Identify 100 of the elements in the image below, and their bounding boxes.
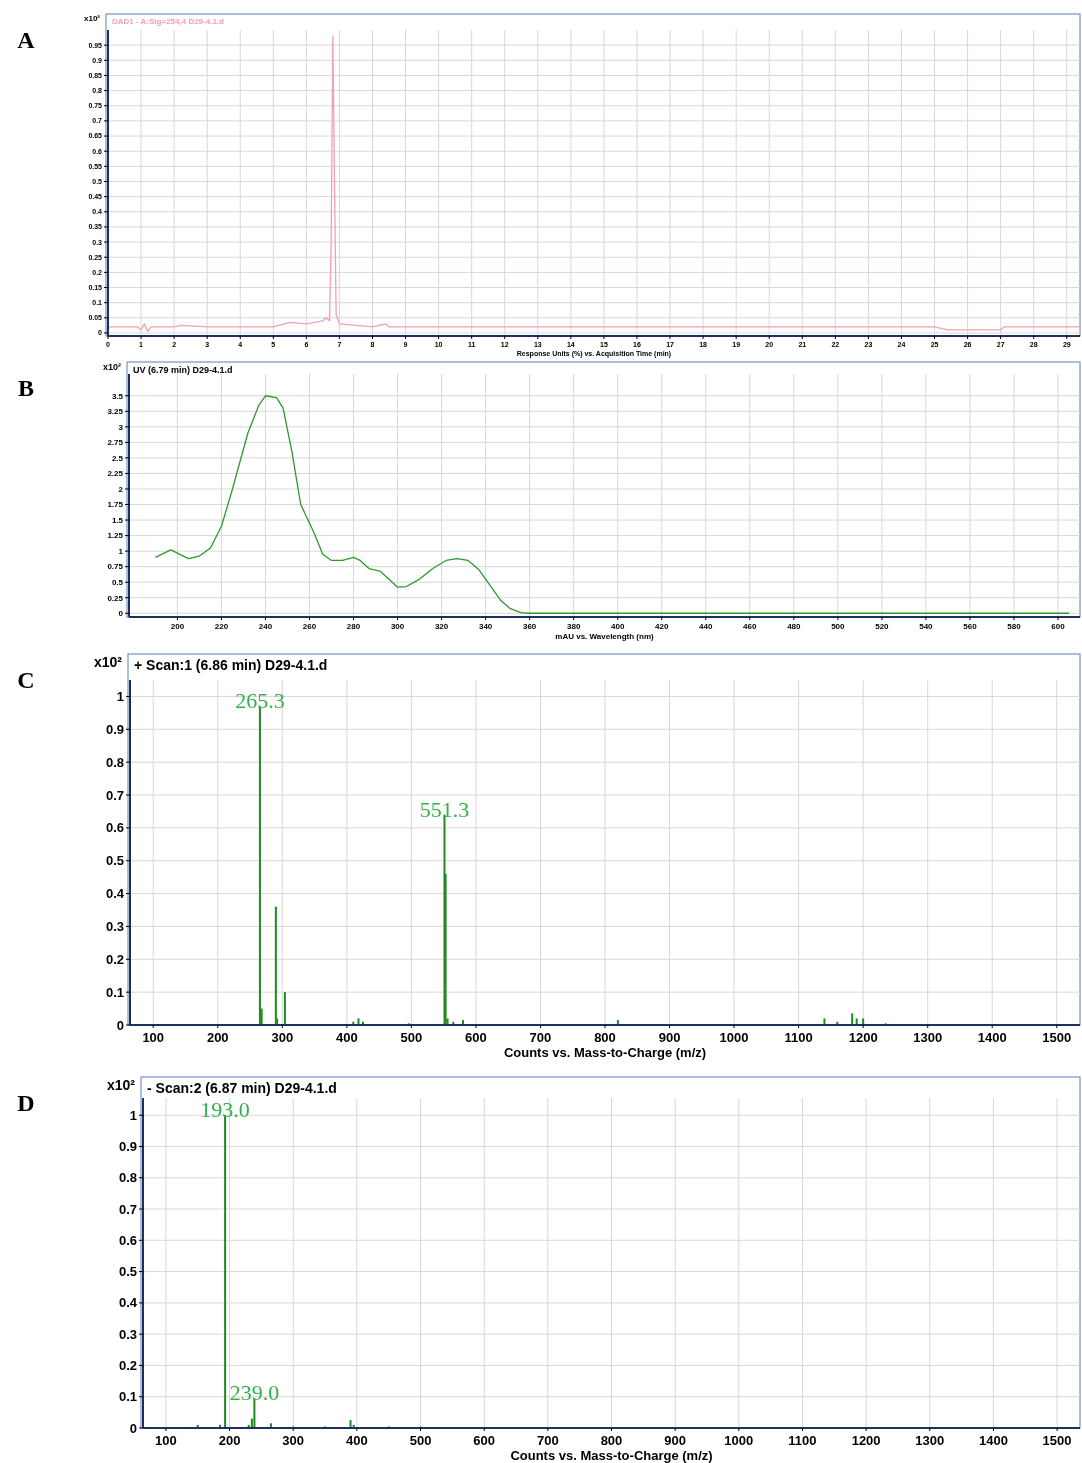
x-tick-label: 1500 bbox=[1042, 1433, 1072, 1448]
annotation: 265.3 bbox=[235, 688, 285, 714]
y-tick-label: 0.5 bbox=[105, 853, 124, 869]
x-tick-label: 1100 bbox=[788, 1433, 817, 1448]
x-tick-label: 280 bbox=[346, 622, 361, 631]
x-tick-label: 580 bbox=[1007, 622, 1022, 631]
y-tick-label: 0.3 bbox=[118, 1326, 137, 1342]
y-tick-label: 2.25 bbox=[107, 469, 124, 479]
x-tick-label: 200 bbox=[206, 1030, 229, 1045]
x-tick-label: 440 bbox=[699, 622, 713, 631]
x-tick-label: 200 bbox=[218, 1433, 241, 1448]
x-tick-label: 1400 bbox=[977, 1030, 1007, 1045]
x-tick-label: 300 bbox=[271, 1030, 294, 1045]
x-tick-label: 360 bbox=[522, 622, 537, 631]
x-tick-label: 800 bbox=[594, 1030, 616, 1045]
x-tick-label: 1400 bbox=[978, 1433, 1008, 1448]
y-tick-label: 3.25 bbox=[107, 407, 124, 417]
y-tick-label: 1 bbox=[116, 688, 124, 704]
text: C bbox=[17, 667, 35, 693]
y-tick-label: 0.75 bbox=[107, 562, 124, 572]
x-tick-label: 420 bbox=[655, 622, 669, 631]
y-tick-label: 2.5 bbox=[111, 453, 124, 463]
chart-title: - Scan:2 (6.87 min) D29-4.1.d bbox=[147, 1080, 337, 1096]
x-tick-label: 400 bbox=[336, 1030, 358, 1045]
y-tick-label: 0.4 bbox=[118, 1295, 138, 1311]
x-axis-title: mAU vs. Wavelength (nm) bbox=[555, 632, 655, 641]
x-tick-label: 480 bbox=[787, 622, 802, 631]
x-tick-label: 560 bbox=[963, 622, 978, 631]
y-tick-label: 0.7 bbox=[118, 1201, 137, 1217]
annotation: 239.0 bbox=[229, 1380, 280, 1406]
y-axis-title: x10² bbox=[102, 362, 121, 372]
x-tick-label: 500 bbox=[400, 1030, 423, 1045]
y-tick-label: 3 bbox=[118, 422, 124, 432]
x-axis-title: Counts vs. Mass-to-Charge (m/z) bbox=[503, 1045, 707, 1060]
x-tick-label: 700 bbox=[529, 1030, 552, 1045]
y-tick-label: 0.25 bbox=[107, 593, 124, 603]
y-tick-label: 0 bbox=[118, 609, 124, 619]
x-tick-label: 1000 bbox=[724, 1433, 754, 1448]
x-tick-label: 900 bbox=[658, 1030, 681, 1045]
y-axis-title: x10² bbox=[83, 14, 101, 23]
x-tick-label: 1300 bbox=[915, 1433, 945, 1448]
y-tick-label: 0.3 bbox=[105, 918, 124, 934]
annotation: 551.3 bbox=[419, 796, 470, 822]
x-tick-label: 520 bbox=[875, 622, 890, 631]
y-tick-label: 0.2 bbox=[105, 951, 124, 967]
x-tick-label: 1100 bbox=[784, 1030, 813, 1045]
y-tick-label: 1.75 bbox=[107, 500, 124, 510]
x-tick-label: 300 bbox=[390, 622, 405, 631]
chart-title: UV (6.79 min) D29-4.1.d bbox=[133, 365, 233, 375]
y-tick-label: 0.1 bbox=[105, 984, 124, 1000]
y-tick-label: 0.8 bbox=[105, 754, 124, 770]
x-tick-label: 1200 bbox=[851, 1433, 881, 1448]
x-tick-label: 320 bbox=[434, 622, 449, 631]
x-tick-label: 340 bbox=[478, 622, 493, 631]
y-tick-label: 0.5 bbox=[118, 1264, 137, 1280]
y-tick-label: 0.6 bbox=[118, 1232, 137, 1248]
y-tick-label: 2.75 bbox=[107, 438, 124, 448]
x-tick-label: 800 bbox=[600, 1433, 623, 1448]
x-tick-label: 500 bbox=[831, 622, 846, 631]
y-tick-label: 3.5 bbox=[111, 391, 124, 401]
x-tick-label: 400 bbox=[346, 1433, 368, 1448]
y-tick-label: 0.2 bbox=[118, 1357, 137, 1373]
x-tick-label: 1500 bbox=[1042, 1030, 1072, 1045]
y-tick-label: 0.4 bbox=[105, 886, 125, 902]
x-tick-label: 100 bbox=[142, 1030, 165, 1045]
x-tick-label: 100 bbox=[155, 1433, 177, 1448]
y-tick-label: 0 bbox=[129, 1420, 137, 1436]
x-tick-label: 1200 bbox=[848, 1030, 878, 1045]
chart-title: + Scan:1 (6.86 min) D29-4.1.d bbox=[134, 657, 328, 673]
x-tick-label: 380 bbox=[567, 622, 581, 631]
text: A bbox=[17, 27, 36, 53]
y-tick-label: 0.5 bbox=[111, 578, 124, 587]
y-tick-label: 1 bbox=[129, 1107, 137, 1123]
y-tick-label: 0.6 bbox=[105, 820, 124, 836]
y-tick-label: 2 bbox=[118, 484, 124, 494]
x-tick-label: 200 bbox=[170, 622, 185, 631]
y-tick-label: 0 bbox=[116, 1017, 124, 1033]
y-tick-label: 0.1 bbox=[118, 1389, 137, 1405]
x-tick-label: 400 bbox=[611, 622, 625, 631]
text: D bbox=[17, 1090, 35, 1116]
y-axis-title: x10² bbox=[93, 654, 123, 670]
x-tick-label: 300 bbox=[282, 1433, 305, 1448]
y-tick-label: 1 bbox=[118, 546, 124, 556]
y-tick-label: 0.8 bbox=[118, 1170, 137, 1186]
text: B bbox=[17, 375, 35, 401]
annotation: 193.0 bbox=[200, 1097, 250, 1123]
x-tick-label: 240 bbox=[258, 622, 273, 631]
y-tick-label: 0.9 bbox=[118, 1139, 137, 1155]
y-tick-label: 1.5 bbox=[111, 515, 124, 525]
x-tick-label: 220 bbox=[214, 622, 229, 631]
chart-title: DAD1 - A:Sig=254,4 D29-4.1.d bbox=[112, 17, 225, 26]
y-axis-title: x10² bbox=[106, 1077, 136, 1093]
x-tick-label: 900 bbox=[664, 1433, 687, 1448]
x-tick-label: 500 bbox=[409, 1433, 432, 1448]
x-tick-label: 700 bbox=[536, 1433, 559, 1448]
x-tick-label: 260 bbox=[302, 622, 317, 631]
x-tick-label: 540 bbox=[919, 622, 934, 631]
x-tick-label: 460 bbox=[743, 622, 758, 631]
y-tick-label: 0.9 bbox=[105, 721, 124, 737]
y-tick-label: 0.7 bbox=[105, 787, 124, 803]
